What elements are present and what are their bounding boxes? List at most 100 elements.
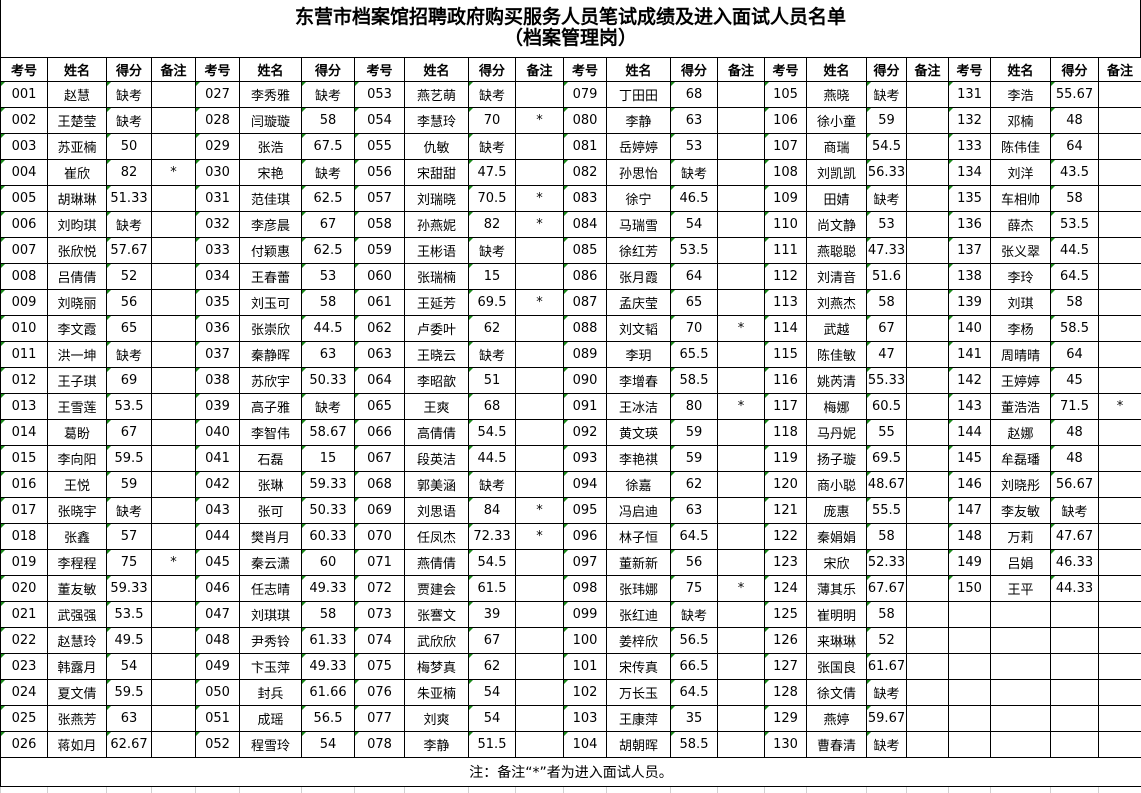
empty-cell[interactable] — [1, 787, 48, 793]
cell-name[interactable]: 张月霞 — [607, 264, 671, 290]
cell-score[interactable]: 70 — [469, 108, 516, 134]
cell-score[interactable]: 67 — [107, 420, 152, 446]
cell-name[interactable]: 秦静晖 — [240, 342, 302, 368]
cell-remark[interactable] — [907, 706, 949, 732]
cell-id[interactable]: 088 — [564, 316, 607, 342]
cell-id[interactable]: 063 — [355, 342, 405, 368]
cell-remark[interactable] — [718, 420, 765, 446]
cell-id[interactable]: 144 — [949, 420, 991, 446]
cell-remark[interactable] — [718, 706, 765, 732]
empty-cell[interactable] — [949, 787, 991, 793]
cell-remark[interactable] — [516, 680, 564, 706]
cell-name[interactable]: 王冰洁 — [607, 394, 671, 420]
empty-cell[interactable] — [107, 787, 152, 793]
cell-name[interactable]: 武强强 — [48, 602, 107, 628]
cell-remark[interactable] — [1099, 264, 1141, 290]
cell-remark[interactable]: * — [718, 576, 765, 602]
empty-cell[interactable] — [765, 787, 807, 793]
cell-id[interactable]: 072 — [355, 576, 405, 602]
cell-id[interactable]: 150 — [949, 576, 991, 602]
cell-score[interactable]: 55.67 — [1051, 82, 1099, 108]
cell-score[interactable]: 56.5 — [671, 628, 718, 654]
cell-name[interactable]: 孟庆莹 — [607, 290, 671, 316]
cell-score[interactable]: 47 — [867, 342, 907, 368]
cell-score[interactable]: 58.67 — [302, 420, 355, 446]
cell-score[interactable]: 65 — [671, 290, 718, 316]
cell-id[interactable]: 066 — [355, 420, 405, 446]
cell-score[interactable]: 69.5 — [867, 446, 907, 472]
cell-id[interactable]: 076 — [355, 680, 405, 706]
cell-score[interactable]: 54 — [469, 680, 516, 706]
empty-cell[interactable] — [1051, 680, 1099, 706]
cell-score[interactable]: 56.5 — [302, 706, 355, 732]
cell-remark[interactable] — [718, 108, 765, 134]
cell-id[interactable]: 105 — [765, 82, 807, 108]
cell-name[interactable]: 李秀雅 — [240, 82, 302, 108]
cell-score[interactable]: 47.5 — [469, 160, 516, 186]
cell-name[interactable]: 赵慧 — [48, 82, 107, 108]
cell-score[interactable]: 63 — [671, 108, 718, 134]
cell-remark[interactable] — [516, 420, 564, 446]
cell-id[interactable]: 055 — [355, 134, 405, 160]
cell-remark[interactable] — [907, 602, 949, 628]
cell-score[interactable]: 82 — [469, 212, 516, 238]
cell-name[interactable]: 李静 — [607, 108, 671, 134]
cell-score[interactable]: 69 — [107, 368, 152, 394]
cell-remark[interactable] — [516, 316, 564, 342]
cell-name[interactable]: 段英洁 — [405, 446, 469, 472]
cell-remark[interactable]: * — [718, 316, 765, 342]
cell-id[interactable]: 135 — [949, 186, 991, 212]
cell-remark[interactable] — [907, 472, 949, 498]
cell-score[interactable]: 缺考 — [671, 602, 718, 628]
cell-name[interactable]: 尚文静 — [807, 212, 867, 238]
cell-score[interactable]: 缺考 — [469, 134, 516, 160]
cell-name[interactable]: 张红迪 — [607, 602, 671, 628]
cell-score[interactable]: 52 — [107, 264, 152, 290]
cell-remark[interactable] — [1099, 108, 1141, 134]
cell-name[interactable]: 姚芮清 — [807, 368, 867, 394]
cell-score[interactable]: 59.5 — [107, 446, 152, 472]
cell-score[interactable]: 61.33 — [302, 628, 355, 654]
cell-remark[interactable] — [907, 238, 949, 264]
cell-name[interactable]: 郭美涵 — [405, 472, 469, 498]
cell-id[interactable]: 124 — [765, 576, 807, 602]
cell-id[interactable]: 020 — [1, 576, 48, 602]
cell-name[interactable]: 胡朝晖 — [607, 732, 671, 758]
cell-score[interactable]: 64 — [1051, 134, 1099, 160]
cell-score[interactable]: 62 — [469, 316, 516, 342]
cell-remark[interactable] — [907, 134, 949, 160]
empty-cell[interactable] — [991, 787, 1051, 793]
cell-score[interactable]: 缺考 — [302, 394, 355, 420]
cell-remark[interactable] — [516, 472, 564, 498]
cell-name[interactable]: 陈佳敏 — [807, 342, 867, 368]
empty-cell[interactable] — [469, 787, 516, 793]
cell-id[interactable]: 083 — [564, 186, 607, 212]
cell-score[interactable]: 缺考 — [867, 732, 907, 758]
empty-cell[interactable] — [718, 787, 765, 793]
cell-score[interactable]: 缺考 — [107, 498, 152, 524]
cell-score[interactable]: 59.5 — [107, 680, 152, 706]
empty-cell[interactable] — [991, 680, 1051, 706]
cell-name[interactable]: 尹秀铃 — [240, 628, 302, 654]
cell-id[interactable]: 028 — [196, 108, 240, 134]
cell-id[interactable]: 013 — [1, 394, 48, 420]
cell-id[interactable]: 051 — [196, 706, 240, 732]
cell-id[interactable]: 148 — [949, 524, 991, 550]
cell-remark[interactable] — [907, 186, 949, 212]
cell-name[interactable]: 刘燕杰 — [807, 290, 867, 316]
cell-remark[interactable] — [907, 82, 949, 108]
cell-id[interactable]: 041 — [196, 446, 240, 472]
cell-remark[interactable] — [152, 602, 196, 628]
cell-score[interactable]: 71.5 — [1051, 394, 1099, 420]
cell-score[interactable]: 缺考 — [867, 82, 907, 108]
cell-id[interactable]: 061 — [355, 290, 405, 316]
cell-name[interactable]: 赵娜 — [991, 420, 1051, 446]
empty-cell[interactable] — [991, 706, 1051, 732]
cell-name[interactable]: 商小聪 — [807, 472, 867, 498]
cell-score[interactable]: 59 — [867, 108, 907, 134]
cell-id[interactable]: 003 — [1, 134, 48, 160]
cell-id[interactable]: 104 — [564, 732, 607, 758]
cell-name[interactable]: 刘昀琪 — [48, 212, 107, 238]
cell-score[interactable]: 48 — [1051, 108, 1099, 134]
cell-id[interactable]: 070 — [355, 524, 405, 550]
